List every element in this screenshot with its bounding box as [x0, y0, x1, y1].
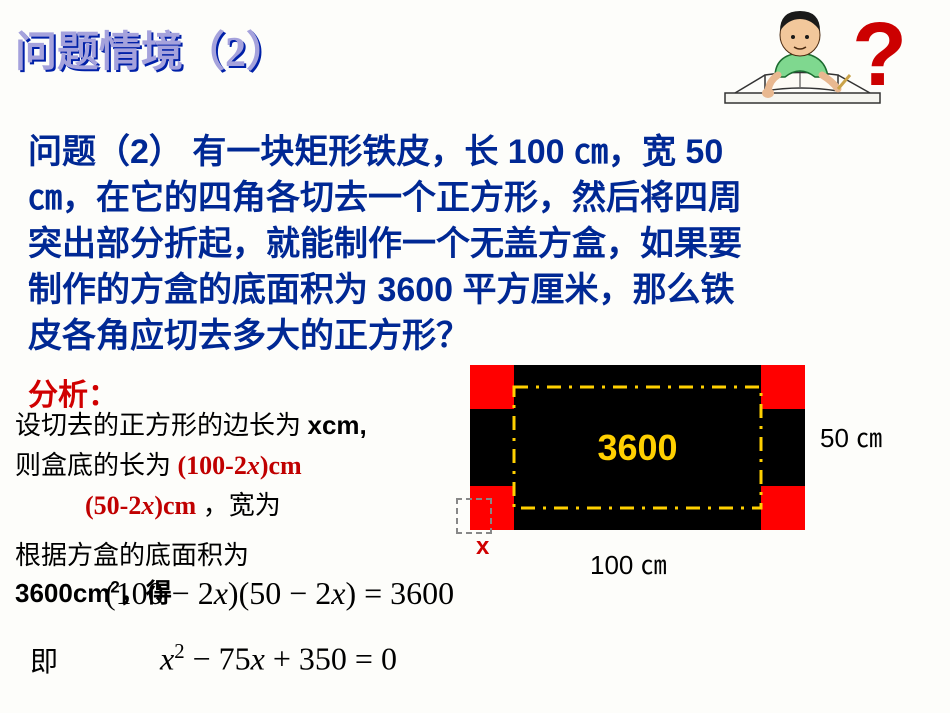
analysis-line-3: (50-2x)cm ，宽为 — [85, 485, 281, 522]
analysis-line-2: 则盒底的长为 (100-2x)cm — [15, 445, 302, 482]
dim-width-label: 100 ㎝ — [590, 545, 667, 582]
problem-line-2: ㎝，在它的四角各切去一个正方形，然后将四周 — [28, 176, 923, 222]
problem-line-1: 问题（2） 有一块矩形铁皮，长 100 ㎝，宽 50 — [28, 130, 923, 176]
analysis-line-2-red: (100-2x)cm — [178, 451, 302, 480]
analysis-line-3-post: ，宽为 — [196, 491, 281, 520]
equation-2: x2 − 75x + 350 = 0 — [160, 640, 397, 678]
small-x-box — [456, 498, 492, 534]
problem-line-4: 制作的方盒的底面积为 3600 平方厘米，那么铁 — [28, 268, 923, 314]
question-mark-icon: ? — [852, 10, 907, 100]
analysis-line-1: 设切去的正方形的边长为 xcm, — [15, 405, 367, 442]
analysis-line-1-var: xcm, — [308, 410, 367, 440]
analysis-line-1-pre: 设切去的正方形的边长为 — [15, 411, 308, 440]
dim-height-label: 50 ㎝ — [820, 418, 882, 455]
diagram-center-value: 3600 — [470, 427, 805, 469]
problem-line-5: 皮各角应切去多大的正方形？ — [28, 314, 923, 360]
analysis-line-4: 根据方盒的底面积为 — [15, 535, 249, 572]
problem-line-3: 突出部分折起，就能制作一个无盖方盒，如果要 — [28, 222, 923, 268]
analysis-line-2-pre: 则盒底的长为 — [15, 451, 178, 480]
equation-2-label: 即 — [30, 640, 58, 680]
analysis-line-5-pre: 3600cm — [15, 578, 110, 608]
slide-title: 问题情境（2） — [15, 18, 288, 79]
equation-1: (100 − 2x)(50 − 2x) = 3600 — [105, 575, 454, 612]
problem-statement: 问题（2） 有一块矩形铁皮，长 100 ㎝，宽 50 ㎝，在它的四角各切去一个正… — [28, 130, 923, 359]
small-x-label: x — [476, 533, 489, 561]
analysis-line-3-red: (50-2x)cm — [85, 491, 196, 520]
box-diagram: 3600 — [470, 365, 805, 530]
